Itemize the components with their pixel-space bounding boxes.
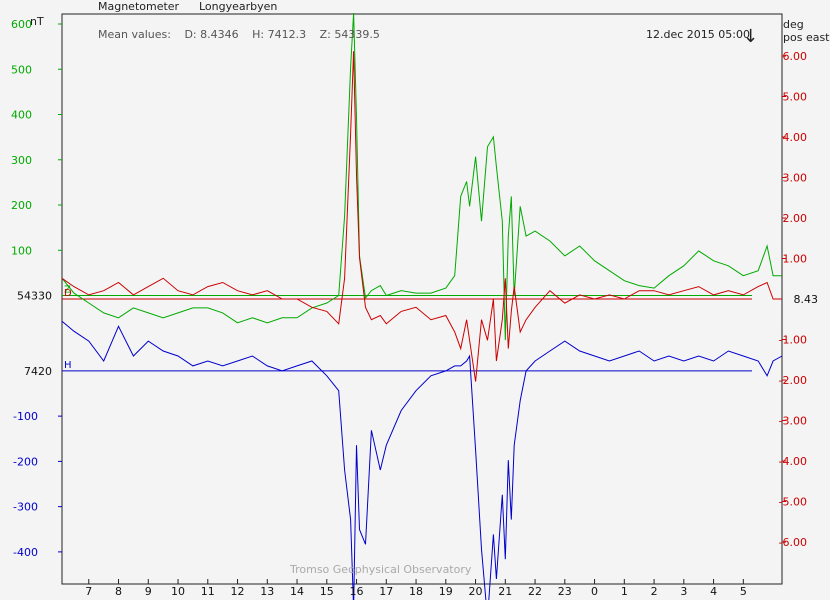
left-tick-label-100: 100 [11, 244, 32, 257]
left-tick-label-400: 400 [11, 109, 32, 122]
left-tick-label-200: 200 [11, 199, 32, 212]
left-axis: 600 500 400 300 200 100 -100 -200 -300 -400 [11, 18, 62, 559]
series-line-D [61, 51, 782, 382]
left-tick-label-500: 500 [11, 63, 32, 76]
baseline-letter-Z: Z [64, 285, 71, 296]
right-tick-label-1.00: 1.00 [783, 253, 808, 266]
baseline-letter-D: D [64, 288, 72, 299]
left-tick-label-300: 300 [11, 154, 32, 167]
baseline-label-D: 8.43 [794, 293, 819, 306]
right-tick-label--1.00: -1.00 [779, 334, 807, 347]
x-tick-label-3: 3 [680, 585, 687, 598]
station-name: Longyearbyen [199, 0, 278, 13]
x-tick-label-14: 14 [290, 585, 304, 598]
x-tick-label-20: 20 [469, 585, 483, 598]
timestamp: 12.dec 2015 05:00 [646, 28, 750, 41]
mean-values: Mean values: D: 8.4346 H: 7412.3 Z: 5433… [98, 28, 390, 41]
mean-d-value: D: 8.4346 [184, 28, 239, 41]
right-tick-label--2.00: -2.00 [779, 374, 807, 387]
x-tick-label-11: 11 [201, 585, 215, 598]
baselines: ZD H 54330 7420 8.43 [17, 285, 818, 378]
left-tick-label-600: 600 [11, 18, 32, 31]
series-line-Z [61, 12, 782, 341]
x-tick-label-22: 22 [528, 585, 542, 598]
x-tick-label-9: 9 [145, 585, 152, 598]
right-tick-label-3.00: 3.00 [783, 172, 808, 185]
mean-z-value: Z: 54339.5 [319, 28, 380, 41]
x-tick-label-8: 8 [115, 585, 122, 598]
series-lines [61, 12, 783, 600]
left-tick-label--200: -200 [13, 455, 38, 468]
instrument-title: Magnetometer [98, 0, 180, 13]
right-tick-label-6.00: 6.00 [783, 50, 808, 63]
credit-text: Tromso Geophysical Observatory [290, 563, 472, 576]
x-tick-label-4: 4 [710, 585, 717, 598]
baseline-label-H: 7420 [24, 365, 52, 378]
x-tick-label-1: 1 [621, 585, 628, 598]
right-tick-label--3.00: -3.00 [779, 415, 807, 428]
x-tick-label-10: 10 [171, 585, 185, 598]
right-tick-label-2.00: 2.00 [783, 212, 808, 225]
left-tick-label--100: -100 [13, 410, 38, 423]
right-axis: 6.00 5.00 4.00 3.00 2.00 1.00 -1.00 -2.00 -3.00 -… [779, 50, 807, 549]
right-tick-label--6.00: -6.00 [779, 536, 807, 549]
x-tick-label-13: 13 [260, 585, 274, 598]
x-tick-label-2: 2 [651, 585, 658, 598]
x-tick-label-7: 7 [85, 585, 92, 598]
baseline-label-Z: 54330 [17, 290, 52, 303]
mean-h-value: H: 7412.3 [252, 28, 307, 41]
right-axis-unit: deg pos east [783, 18, 830, 44]
left-tick-label--300: -300 [13, 501, 38, 514]
right-axis-unit-pos-east: pos east [783, 31, 830, 44]
x-tick-label-17: 17 [379, 585, 393, 598]
mean-values-prefix: Mean values: [98, 28, 171, 41]
right-tick-label--5.00: -5.00 [779, 496, 807, 509]
time-axis: 7 8 9 10 11 12 13 14 15 16 17 18 19 20 21 22 23 0 1 2 3 4 5 [85, 579, 747, 598]
x-tick-label-5: 5 [740, 585, 747, 598]
now-arrow-icon: ↓ [743, 26, 759, 47]
x-tick-label-0: 0 [591, 585, 598, 598]
right-tick-label-5.00: 5.00 [783, 91, 808, 104]
x-tick-label-23: 23 [558, 585, 572, 598]
right-tick-label-4.00: 4.00 [783, 131, 808, 144]
x-tick-label-15: 15 [320, 585, 334, 598]
right-axis-unit-deg: deg [783, 18, 804, 31]
right-tick-label--4.00: -4.00 [779, 455, 807, 468]
left-axis-unit: nT [30, 15, 44, 28]
x-tick-label-21: 21 [498, 585, 512, 598]
x-tick-label-16: 16 [350, 585, 364, 598]
baseline-letter-H: H [64, 360, 72, 371]
x-tick-label-19: 19 [439, 585, 453, 598]
left-tick-label--400: -400 [13, 546, 38, 559]
series-line-H [61, 320, 783, 600]
x-tick-label-18: 18 [409, 585, 423, 598]
x-tick-label-12: 12 [231, 585, 245, 598]
